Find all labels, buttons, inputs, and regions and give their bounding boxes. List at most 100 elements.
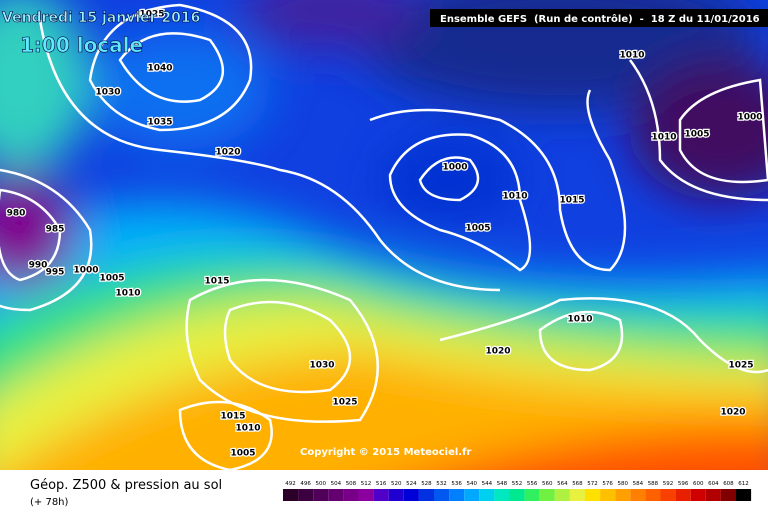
colorbar-swatch	[388, 489, 404, 501]
isobar-label: 1005	[230, 449, 255, 459]
colorbar-label: 584	[633, 481, 644, 487]
colorbar-label: 576	[602, 481, 613, 487]
colorbar-swatch	[524, 489, 540, 501]
colorbar-label: 516	[376, 481, 387, 487]
colorbar-swatch	[660, 489, 676, 501]
isobar-label: 995	[46, 268, 65, 278]
isobar-label: 1010	[235, 424, 260, 434]
legend-title: Géop. Z500 & pression au sol	[30, 478, 222, 493]
isobar-label: 1035	[147, 118, 172, 128]
run-info: Ensemble GEFS (Run de contrôle) - 18 Z d…	[440, 13, 760, 25]
colorbar-swatch	[705, 489, 721, 501]
isobar-label: 1000	[737, 113, 762, 123]
isobar-label: 1010	[651, 133, 676, 143]
isobar-label: 1025	[728, 361, 753, 371]
colorbar-swatch	[509, 489, 525, 501]
isobar-label: 1010	[502, 192, 527, 202]
colorbar-label: 580	[618, 481, 629, 487]
colorbar-label: 492	[285, 481, 296, 487]
colorbar-label: 596	[678, 481, 689, 487]
colorbar-swatch	[645, 489, 661, 501]
isobar-label: 990	[29, 261, 48, 271]
colorbar-swatch	[585, 489, 601, 501]
colorbar-label: 604	[708, 481, 719, 487]
isobar-label: 1010	[619, 51, 644, 61]
colorbar-label: 552	[512, 481, 523, 487]
colorbar-label: 520	[391, 481, 402, 487]
isobar-label: 1000	[73, 266, 98, 276]
lead-time: (+ 78h)	[30, 497, 69, 508]
colorbar-label: 568	[572, 481, 583, 487]
colorbar-label: 556	[527, 481, 538, 487]
colorbar-label: 548	[497, 481, 508, 487]
colorbar-swatch	[403, 489, 419, 501]
colorbar-label: 588	[648, 481, 659, 487]
colorbar-swatch	[358, 489, 374, 501]
colorbar-swatch	[494, 489, 510, 501]
colorbar-swatch	[615, 489, 631, 501]
isobar-label: 1025	[332, 398, 357, 408]
isobar-label: 1030	[309, 361, 334, 371]
isobar-label: 1005	[465, 224, 490, 234]
colorbar-swatch	[675, 489, 691, 501]
isobar-label: 985	[46, 225, 65, 235]
isobar-label: 1000	[442, 163, 467, 173]
colorbar-swatch	[283, 489, 299, 501]
colorbar-label: 532	[436, 481, 447, 487]
colorbar-swatch	[328, 489, 344, 501]
colorbar-swatch	[600, 489, 616, 501]
colorbar-label: 500	[316, 481, 327, 487]
colorbar-label: 600	[693, 481, 704, 487]
isobar-label: 1015	[559, 196, 584, 206]
colorbar-swatch	[434, 489, 450, 501]
colorbar-label: 564	[557, 481, 568, 487]
isobar-label: 1020	[485, 347, 510, 357]
isobars	[0, 3, 768, 472]
forecast-date: Vendredi 15 janvier 2016	[2, 10, 200, 26]
colorbar-label: 544	[482, 481, 493, 487]
colorbar-swatch	[418, 489, 434, 501]
isobar-label: 1015	[220, 412, 245, 422]
isobar-label: 1020	[215, 148, 240, 158]
colorbar-label: 496	[300, 481, 311, 487]
colorbar-label: 512	[361, 481, 372, 487]
colorbar-swatch	[630, 489, 646, 501]
colorbar-label: 524	[406, 481, 417, 487]
colorbar-swatch	[554, 489, 570, 501]
colorbar: 492 496 500 504 508 512 516 520 524 528 532 536 540 5…	[283, 481, 752, 501]
colorbar-swatch	[449, 489, 465, 501]
colorbar-label: 540	[467, 481, 478, 487]
colorbar-label: 612	[738, 481, 749, 487]
colorbar-label: 608	[723, 481, 734, 487]
colorbar-label: 536	[451, 481, 462, 487]
copyright: Copyright © 2015 Meteociel.fr	[300, 447, 471, 458]
isobar-label: 1005	[99, 274, 124, 284]
isobar-label: 1020	[720, 408, 745, 418]
colorbar-swatch	[569, 489, 585, 501]
isobar-label: 980	[7, 209, 26, 219]
colorbar-swatch	[464, 489, 480, 501]
colorbar-swatch	[373, 489, 389, 501]
isobar-label: 1005	[684, 130, 709, 140]
colorbar-label: 508	[346, 481, 357, 487]
isobar-label: 1010	[567, 315, 592, 325]
colorbar-swatch	[479, 489, 495, 501]
isobar-label: 1040	[147, 64, 172, 74]
colorbar-label: 572	[587, 481, 598, 487]
isobar-label: 1030	[95, 88, 120, 98]
local-time: 1:00 locale	[20, 33, 143, 57]
isobar-label: 1010	[115, 289, 140, 299]
colorbar-swatch	[539, 489, 555, 501]
colorbar-swatch	[690, 489, 706, 501]
colorbar-swatch	[313, 489, 329, 501]
isobar-label: 1015	[204, 277, 229, 287]
colorbar-swatch	[343, 489, 359, 501]
colorbar-swatch	[298, 489, 314, 501]
colorbar-label: 560	[542, 481, 553, 487]
colorbar-label: 592	[663, 481, 674, 487]
isobar-label: 1025	[139, 10, 164, 20]
run-box	[430, 9, 768, 27]
